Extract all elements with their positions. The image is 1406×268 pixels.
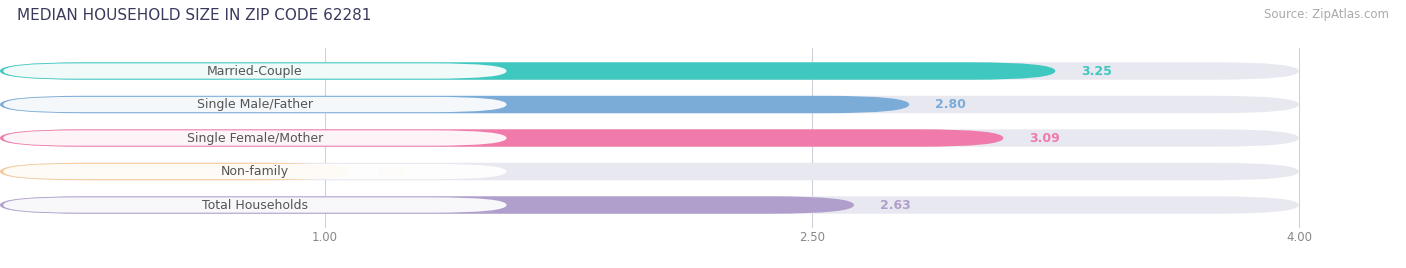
Text: Total Households: Total Households xyxy=(202,199,308,211)
Text: 1.08: 1.08 xyxy=(377,165,408,178)
FancyBboxPatch shape xyxy=(0,163,350,180)
FancyBboxPatch shape xyxy=(3,164,506,179)
FancyBboxPatch shape xyxy=(0,163,1299,180)
FancyBboxPatch shape xyxy=(3,197,506,213)
FancyBboxPatch shape xyxy=(0,96,910,113)
Text: Single Male/Father: Single Male/Father xyxy=(197,98,314,111)
Text: Married-Couple: Married-Couple xyxy=(207,65,302,77)
FancyBboxPatch shape xyxy=(0,62,1299,80)
FancyBboxPatch shape xyxy=(3,97,506,112)
Text: 2.63: 2.63 xyxy=(880,199,911,211)
Text: 3.25: 3.25 xyxy=(1081,65,1112,77)
FancyBboxPatch shape xyxy=(3,63,506,79)
FancyBboxPatch shape xyxy=(0,129,1004,147)
FancyBboxPatch shape xyxy=(0,196,1299,214)
FancyBboxPatch shape xyxy=(0,96,1299,113)
FancyBboxPatch shape xyxy=(0,196,853,214)
FancyBboxPatch shape xyxy=(0,62,1056,80)
Text: MEDIAN HOUSEHOLD SIZE IN ZIP CODE 62281: MEDIAN HOUSEHOLD SIZE IN ZIP CODE 62281 xyxy=(17,8,371,23)
Text: Non-family: Non-family xyxy=(221,165,290,178)
FancyBboxPatch shape xyxy=(3,130,506,146)
Text: 2.80: 2.80 xyxy=(935,98,966,111)
Text: Single Female/Mother: Single Female/Mother xyxy=(187,132,323,144)
Text: 3.09: 3.09 xyxy=(1029,132,1060,144)
Text: Source: ZipAtlas.com: Source: ZipAtlas.com xyxy=(1264,8,1389,21)
FancyBboxPatch shape xyxy=(0,129,1299,147)
